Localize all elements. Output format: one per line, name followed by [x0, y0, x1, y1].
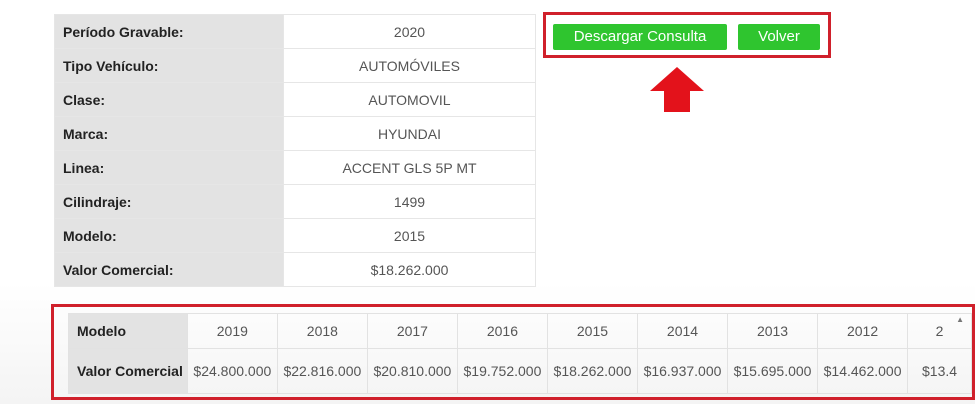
detail-label: Linea: — [54, 150, 284, 185]
value-cell: $13.4 — [907, 348, 972, 394]
year-cell: 2013 — [727, 313, 819, 349]
value-cell: $24.800.000 — [186, 348, 278, 394]
detail-label: Cilindraje: — [54, 184, 284, 219]
arrow-up-icon — [650, 67, 704, 112]
year-cell: 2019 — [186, 313, 278, 349]
detail-label: Modelo: — [54, 218, 284, 253]
detail-label: Período Gravable: — [54, 14, 284, 49]
year-cell: 2015 — [546, 313, 638, 349]
detail-row: Marca: HYUNDAI — [54, 116, 536, 151]
download-consulta-button[interactable]: Descargar Consulta — [553, 24, 727, 50]
year-cell: 2017 — [366, 313, 458, 349]
detail-row: Clase: AUTOMOVIL — [54, 82, 536, 117]
year-cell: 2 — [907, 313, 972, 349]
value-row: Valor Comercial $24.800.000 $22.816.000 … — [68, 348, 972, 394]
detail-value: 2020 — [283, 14, 536, 49]
value-row-label: Valor Comercial — [68, 348, 188, 394]
detail-label: Tipo Vehículo: — [54, 48, 284, 83]
detail-row: Tipo Vehículo: AUTOMÓVILES — [54, 48, 536, 83]
back-button[interactable]: Volver — [738, 24, 820, 50]
year-cell: 2018 — [276, 313, 368, 349]
value-cell: $22.816.000 — [276, 348, 368, 394]
detail-row: Cilindraje: 1499 — [54, 184, 536, 219]
detail-value: 2015 — [283, 218, 536, 253]
value-cell: $15.695.000 — [727, 348, 819, 394]
detail-value: HYUNDAI — [283, 116, 536, 151]
detail-value: AUTOMÓVILES — [283, 48, 536, 83]
value-cell: $16.937.000 — [636, 348, 729, 394]
detail-row: Modelo: 2015 — [54, 218, 536, 253]
value-cell: $18.262.000 — [546, 348, 638, 394]
year-cell: 2012 — [817, 313, 909, 349]
year-values-highlight-box: Modelo 2019 2018 2017 2016 2015 2014 201… — [51, 304, 975, 400]
detail-label: Valor Comercial: — [54, 252, 284, 287]
detail-value: $18.262.000 — [283, 252, 536, 287]
year-cell: 2016 — [456, 313, 548, 349]
vehicle-details-table: Período Gravable: 2020 Tipo Vehículo: AU… — [54, 14, 536, 287]
actions-highlight-box: Descargar Consulta Volver — [543, 12, 831, 58]
value-cell: $19.752.000 — [456, 348, 548, 394]
detail-value: 1499 — [283, 184, 536, 219]
detail-row: Linea: ACCENT GLS 5P MT — [54, 150, 536, 185]
detail-label: Marca: — [54, 116, 284, 151]
year-values-table: Modelo 2019 2018 2017 2016 2015 2014 201… — [68, 313, 972, 394]
year-row: Modelo 2019 2018 2017 2016 2015 2014 201… — [68, 313, 972, 349]
detail-row: Valor Comercial: $18.262.000 — [54, 252, 536, 287]
value-cell: $20.810.000 — [366, 348, 458, 394]
year-row-label: Modelo — [68, 313, 188, 349]
detail-label: Clase: — [54, 82, 284, 117]
detail-value: ACCENT GLS 5P MT — [283, 150, 536, 185]
detail-row: Período Gravable: 2020 — [54, 14, 536, 49]
detail-value: AUTOMOVIL — [283, 82, 536, 117]
year-cell: 2014 — [636, 313, 729, 349]
value-cell: $14.462.000 — [817, 348, 909, 394]
scroll-up-icon[interactable]: ▲ — [956, 315, 964, 324]
